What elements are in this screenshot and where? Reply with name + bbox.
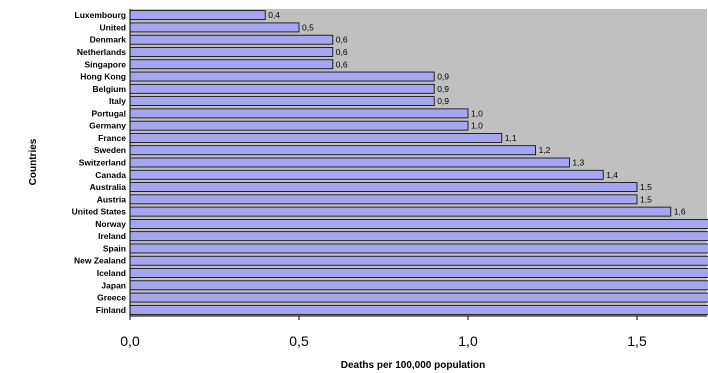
bar [129, 304, 708, 315]
category-label: Australia [90, 182, 127, 192]
category-label: Italy [109, 96, 126, 106]
y-axis-label: Countries [28, 138, 39, 185]
category-label: Canada [95, 170, 126, 180]
bar [129, 157, 570, 168]
value-label: 0,9 [437, 84, 449, 94]
value-label: 0,9 [437, 96, 449, 106]
value-label: 1,2 [539, 145, 551, 155]
category-label: Ireland [98, 231, 126, 241]
x-tick-label: 0,0 [120, 333, 140, 349]
category-label: Finland [96, 305, 126, 315]
x-axis-label: Deaths per 100,000 population [341, 360, 486, 371]
bar [129, 96, 435, 106]
category-label: Switzerland [79, 158, 126, 168]
bar [129, 22, 300, 33]
x-tick-label: 1,5 [627, 333, 647, 349]
value-label: 1,4 [606, 170, 618, 180]
category-label: France [98, 133, 126, 143]
bar [129, 71, 435, 82]
bar [129, 231, 708, 242]
value-labels: 0,4 0,5 0,6 0,6 0,6 0,9 0,9 0,9 1,0 1,0 1,1 1,2 1,3 1… [268, 10, 686, 217]
category-labels: Luxembourg United Denmark Netherlands Singap… [72, 10, 127, 315]
value-label: 1,0 [471, 121, 483, 131]
bar [129, 145, 537, 156]
category-label: Greece [97, 293, 126, 303]
category-label: Austria [97, 194, 127, 204]
value-label: 0,9 [437, 72, 449, 82]
value-label: 1,3 [572, 158, 584, 168]
bar [129, 169, 604, 180]
value-label: 0,6 [336, 59, 348, 69]
category-label: Germany [89, 121, 126, 131]
bar [129, 243, 708, 254]
bar [129, 47, 334, 57]
category-label: Belgium [92, 84, 126, 94]
x-tick-label: 1,0 [458, 333, 478, 349]
category-label: Spain [103, 243, 126, 253]
value-label: 1,5 [640, 182, 652, 192]
category-label: Hong Kong [80, 72, 126, 82]
category-label: Luxembourg [75, 10, 126, 20]
bar [129, 268, 708, 278]
bar [129, 292, 708, 303]
bar [129, 133, 503, 143]
category-label: New Zealand [74, 256, 126, 266]
bar [129, 280, 708, 291]
bar [129, 206, 672, 217]
value-label: 0,4 [268, 10, 280, 20]
value-label: 0,5 [302, 22, 314, 32]
category-label: United States [72, 207, 127, 217]
bar [129, 255, 708, 266]
bar [129, 218, 708, 229]
bar [129, 34, 334, 45]
x-tick-label: 0,5 [289, 333, 309, 349]
bars-group [129, 10, 708, 315]
x-axis-ticks: 0,00,51,01,52,02,53,0 [120, 316, 647, 349]
bar [129, 108, 469, 119]
category-label: Japan [101, 280, 126, 290]
value-label: 0,6 [336, 47, 348, 57]
bar [129, 10, 266, 21]
category-label: Iceland [97, 268, 126, 278]
bar [129, 59, 334, 70]
value-label: 1,0 [471, 108, 483, 118]
category-label: Netherlands [77, 47, 126, 57]
category-label: Singapore [84, 59, 126, 69]
bar [129, 182, 638, 192]
category-label: Sweden [94, 145, 126, 155]
category-label: Norway [95, 219, 126, 229]
category-label: United [100, 22, 126, 32]
bar [129, 120, 469, 131]
value-label: 1,5 [640, 194, 652, 204]
value-label: 1,6 [674, 207, 686, 217]
category-label: Denmark [90, 35, 127, 45]
bar [129, 194, 638, 205]
value-label: 1,1 [505, 133, 517, 143]
value-label: 0,6 [336, 35, 348, 45]
category-label: Portugal [92, 108, 126, 118]
bar [129, 83, 435, 94]
